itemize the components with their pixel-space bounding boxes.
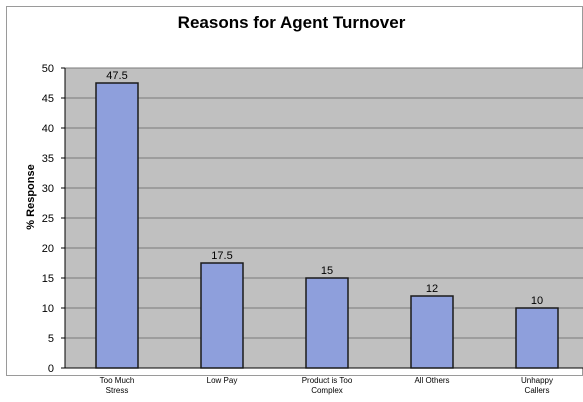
y-tick-label: 50	[42, 63, 54, 75]
y-tick-label: 40	[42, 123, 54, 135]
y-tick-label: 25	[42, 213, 54, 225]
x-category-label: All Others	[414, 376, 449, 385]
bar-value-label: 15	[321, 265, 333, 277]
y-tick-label: 10	[42, 303, 54, 315]
x-category-label: Unhappy	[521, 376, 553, 385]
chart-title: Reasons for Agent Turnover	[177, 13, 406, 32]
bar-value-label: 47.5	[106, 70, 127, 82]
y-tick-label: 0	[48, 363, 54, 375]
bar	[515, 307, 559, 369]
bar	[200, 262, 244, 369]
bar	[410, 295, 454, 369]
bar	[305, 277, 349, 369]
bar-value-label: 17.5	[211, 250, 232, 262]
x-category-label: Product is Too	[302, 376, 353, 385]
y-tick-label: 5	[48, 333, 54, 345]
x-category-label: Callers	[525, 386, 550, 395]
x-category-label: Low Pay	[207, 376, 238, 385]
y-tick-label: 15	[42, 273, 54, 285]
y-tick-label: 20	[42, 243, 54, 255]
bar	[95, 82, 139, 369]
y-axis-label: % Response	[25, 164, 37, 229]
x-category-label: Too Much	[100, 376, 135, 385]
x-category-label: Stress	[106, 386, 129, 395]
y-tick-label: 35	[42, 153, 54, 165]
bar-value-label: 12	[426, 283, 438, 295]
y-tick-label: 30	[42, 183, 54, 195]
bar-value-label: 10	[531, 295, 543, 307]
x-category-label: Complex	[311, 386, 343, 395]
y-tick-label: 45	[42, 93, 54, 105]
